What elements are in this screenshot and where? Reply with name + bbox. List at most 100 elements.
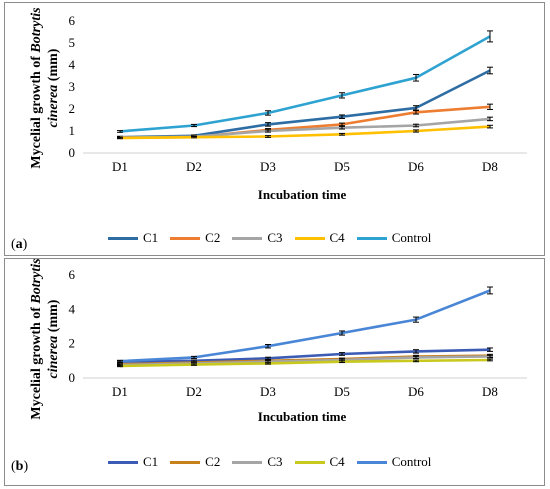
legend-swatch bbox=[108, 236, 138, 240]
error-bar bbox=[191, 355, 197, 359]
x-tick-label: D3 bbox=[260, 384, 276, 399]
y-tick-label: 1 bbox=[69, 123, 76, 138]
x-tick-label: D6 bbox=[408, 159, 424, 174]
legend-a: C1 C2 C3 C4 Control bbox=[108, 230, 443, 246]
error-bar bbox=[487, 103, 493, 110]
error-bar bbox=[339, 122, 345, 127]
y-tick-label: 6 bbox=[69, 267, 76, 282]
legend-swatch bbox=[232, 236, 263, 240]
error-bar bbox=[265, 344, 271, 349]
x-tick-label: D1 bbox=[112, 159, 128, 174]
legend-swatch bbox=[356, 460, 387, 464]
x-tick-label: D8 bbox=[482, 384, 498, 399]
error-bar bbox=[339, 92, 345, 99]
error-bar bbox=[265, 110, 271, 116]
error-bar bbox=[191, 123, 197, 128]
error-bar bbox=[487, 66, 493, 75]
error-bar bbox=[191, 363, 197, 366]
legend-label: C4 bbox=[329, 454, 345, 469]
chart-panel-a: 0 1 2 3 4 5 6 D1 D2 D3 D5 D6 D8 Mycelial growth of B… bbox=[4, 2, 545, 256]
legend-label: C4 bbox=[329, 230, 345, 245]
legend-label: C1 bbox=[143, 230, 159, 245]
line-chart-b: 0 2 4 6 D1 D2 D3 D5 D6 D8 bbox=[69, 267, 527, 399]
y-tick-label: 0 bbox=[69, 145, 76, 160]
series-line-control bbox=[119, 289, 491, 363]
error-bar bbox=[487, 286, 493, 295]
error-bar bbox=[413, 110, 419, 115]
y-tick-label: 2 bbox=[69, 336, 76, 351]
x-tick-label: D1 bbox=[112, 384, 128, 399]
error-bar bbox=[413, 73, 419, 82]
x-tick-label: D5 bbox=[334, 159, 350, 174]
error-bar bbox=[265, 362, 271, 365]
y-tick-label: 6 bbox=[69, 13, 76, 28]
error-bar bbox=[487, 116, 493, 122]
legend-b: C1 C2 C3 C4 Control bbox=[108, 454, 443, 470]
legend-item-c2: C2 bbox=[170, 230, 220, 246]
error-bar bbox=[339, 360, 345, 364]
error-bar bbox=[265, 356, 271, 360]
legend-label: C1 bbox=[143, 454, 159, 469]
y-tick-label: 0 bbox=[69, 370, 76, 385]
legend-item-control: Control bbox=[356, 454, 432, 470]
y-tick-label: 2 bbox=[69, 101, 76, 116]
legend-item-c3: C3 bbox=[232, 454, 283, 470]
series-line-c1 bbox=[119, 348, 491, 363]
legend-item-c3: C3 bbox=[232, 230, 283, 246]
error-bar bbox=[413, 129, 419, 133]
legend-swatch bbox=[170, 236, 201, 240]
error-bar bbox=[487, 358, 493, 362]
error-bar bbox=[413, 355, 419, 359]
x-tick-label: D2 bbox=[186, 384, 202, 399]
error-bar bbox=[413, 349, 419, 354]
legend-item-c1: C1 bbox=[108, 454, 158, 470]
y-tick-label: 3 bbox=[69, 79, 76, 94]
error-bar bbox=[487, 354, 493, 359]
error-bar bbox=[117, 364, 123, 368]
series-line-c4 bbox=[119, 358, 491, 368]
legend-swatch bbox=[356, 236, 387, 240]
series-line-c2 bbox=[119, 105, 491, 139]
error-bar bbox=[339, 125, 345, 130]
legend-item-control: Control bbox=[356, 230, 432, 246]
legend-label: C3 bbox=[267, 454, 283, 469]
error-bar bbox=[339, 330, 345, 336]
x-tick-label: D6 bbox=[408, 384, 424, 399]
error-bar bbox=[191, 136, 197, 139]
error-bar bbox=[339, 132, 345, 136]
error-bar bbox=[413, 123, 419, 128]
y-tick-label: 5 bbox=[69, 35, 76, 50]
error-bar bbox=[413, 359, 419, 363]
chart-panel-b: 0 2 4 6 D1 D2 D3 D5 D6 D8 Mycelial growth of Botr… bbox=[4, 258, 545, 486]
error-bar bbox=[265, 135, 271, 138]
legend-swatch bbox=[170, 460, 201, 464]
error-bar bbox=[117, 136, 123, 140]
legend-item-c4: C4 bbox=[294, 454, 345, 470]
error-bar bbox=[117, 359, 123, 363]
error-bar bbox=[487, 347, 493, 352]
y-tick-label: 4 bbox=[69, 57, 76, 72]
legend-swatch bbox=[294, 460, 325, 464]
x-tick-label: D2 bbox=[186, 159, 202, 174]
error-bar bbox=[339, 352, 345, 356]
legend-swatch bbox=[232, 460, 263, 464]
x-tick-label: D5 bbox=[334, 384, 350, 399]
legend-item-c1: C1 bbox=[108, 230, 158, 246]
panel-label-b: (b) bbox=[11, 459, 29, 474]
error-bar bbox=[117, 130, 123, 133]
legend-label: Control bbox=[391, 230, 432, 245]
line-chart-a: 0 1 2 3 4 5 6 D1 D2 D3 D5 D6 D8 bbox=[69, 13, 527, 174]
legend-item-c2: C2 bbox=[170, 454, 220, 470]
legend-label: Control bbox=[391, 454, 432, 469]
legend-swatch bbox=[108, 460, 138, 464]
y-axis-label-b: Mycelial growth of Botrytis cinerea (mm) bbox=[29, 258, 61, 420]
legend-item-c4: C4 bbox=[294, 230, 345, 246]
error-bar bbox=[487, 30, 493, 43]
error-bar bbox=[265, 122, 271, 127]
y-axis-label-a: Mycelial growth of Botrytis cinerea (mm) bbox=[29, 7, 61, 169]
series-line-control bbox=[119, 35, 491, 133]
error-bar bbox=[413, 316, 419, 323]
x-axis-label-a: Incubation time bbox=[257, 187, 347, 202]
legend-label: C2 bbox=[205, 230, 221, 245]
error-bar bbox=[339, 114, 345, 119]
